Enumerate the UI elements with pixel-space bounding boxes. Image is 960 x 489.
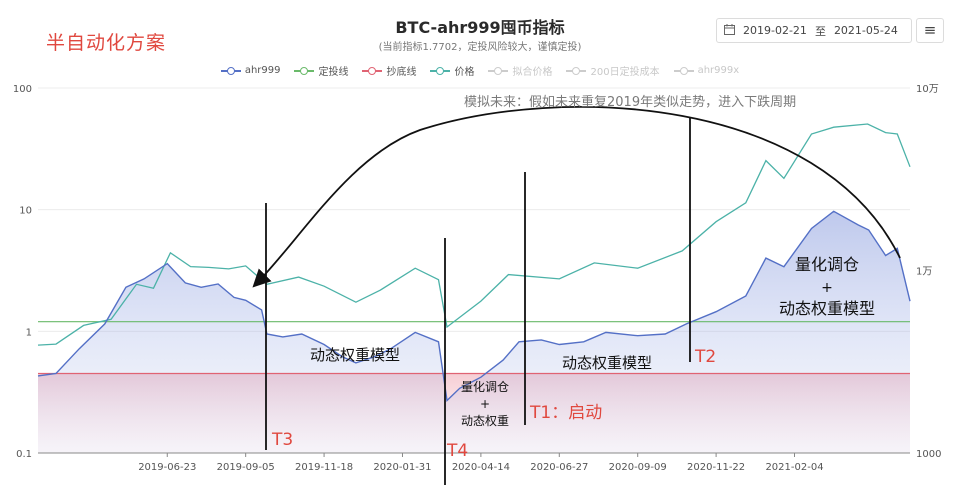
x-tick-label: 2020-01-31 (373, 462, 431, 473)
y-right-tick-label: 1万 (916, 267, 932, 278)
legend-item[interactable]: 200日定投成本 (566, 63, 660, 78)
date-range-picker[interactable]: 2019-02-21 至 2021-05-24 (716, 18, 912, 43)
legend-item[interactable]: ahr999x (673, 63, 740, 78)
legend-item[interactable]: 抄底线 (362, 63, 416, 78)
x-tick-label: 2020-06-27 (530, 462, 588, 473)
date-separator: 至 (814, 24, 826, 38)
y-left-tick-label: 1 (26, 327, 32, 338)
marker-label: T3 (271, 430, 293, 450)
chart-subtitle: (当前指标1.7702，定投风险较大，谨慎定投) (378, 42, 582, 53)
ahr999-area (38, 211, 910, 453)
marker-label: T4 (446, 441, 468, 461)
legend-label: 200日定投成本 (590, 67, 660, 78)
y-right-tick-label: 10万 (916, 84, 939, 95)
legend-item[interactable]: 拟合价格 (488, 63, 552, 78)
ahr999-line (37, 210, 911, 402)
legend-swatch-icon (566, 66, 587, 75)
end-date[interactable]: 2021-05-24 (833, 24, 898, 37)
x-tick-label: 2019-11-18 (295, 462, 353, 473)
legend-label: 定投线 (318, 67, 349, 78)
legend-swatch-icon (430, 66, 451, 75)
region-label: 量化调仓 (795, 255, 859, 274)
legend-item[interactable]: ahr999 (220, 63, 281, 78)
x-tick-label: 2020-04-14 (452, 462, 510, 473)
y-left-tick-label: 0.1 (16, 449, 32, 460)
marker-label: T2 (694, 347, 716, 367)
legend-swatch-icon (488, 66, 509, 75)
legend-item[interactable]: 价格 (430, 63, 474, 78)
menu-button[interactable]: ≡ (916, 18, 944, 43)
region-label: + (480, 397, 490, 411)
legend-label: 价格 (454, 67, 475, 78)
future-note: 模拟未来：假如未来重复2019年类似走势，进入下跌周期 (464, 94, 796, 110)
legend-label: ahr999 (244, 65, 281, 76)
legend-label: 抄底线 (386, 67, 417, 78)
start-date[interactable]: 2019-02-21 (743, 24, 807, 37)
legend-swatch-icon (220, 66, 241, 75)
region-label: 动态权重模型 (310, 346, 400, 364)
x-tick-label: 2020-11-22 (687, 462, 745, 473)
x-tick-label: 2021-02-04 (765, 462, 823, 473)
x-tick-label: 2020-09-09 (609, 462, 667, 473)
region-label: 动态权重模型 (779, 299, 875, 318)
region-label: 量化调仓 (461, 380, 509, 394)
x-tick-label: 2019-06-23 (138, 462, 196, 473)
legend-swatch-icon (362, 66, 383, 75)
y-left-tick-label: 10 (19, 206, 32, 217)
legend: ahr999 定投线 抄底线 价格 拟合价格 200日定投成本 ahr999x (0, 63, 960, 78)
legend-label: 拟合价格 (512, 67, 553, 78)
chart-title: BTC-ahr999囤币指标 (395, 18, 565, 37)
region-label: 动态权重模型 (562, 354, 652, 372)
marker-label: T1：启动 (529, 403, 602, 423)
calendar-icon (724, 23, 735, 38)
legend-swatch-icon (294, 66, 315, 75)
legend-swatch-icon (673, 66, 694, 75)
region-label: 动态权重 (461, 414, 509, 428)
menu-icon: ≡ (923, 21, 937, 39)
plan-label: 半自动化方案 (46, 32, 167, 54)
legend-item[interactable]: 定投线 (294, 63, 348, 78)
y-left-tick-label: 100 (13, 84, 32, 95)
legend-label: ahr999x (697, 65, 740, 76)
x-tick-label: 2019-09-05 (217, 462, 275, 473)
y-right-tick-label: 1000 (916, 449, 941, 460)
region-label: + (821, 280, 833, 296)
projection-arrow (252, 106, 901, 288)
